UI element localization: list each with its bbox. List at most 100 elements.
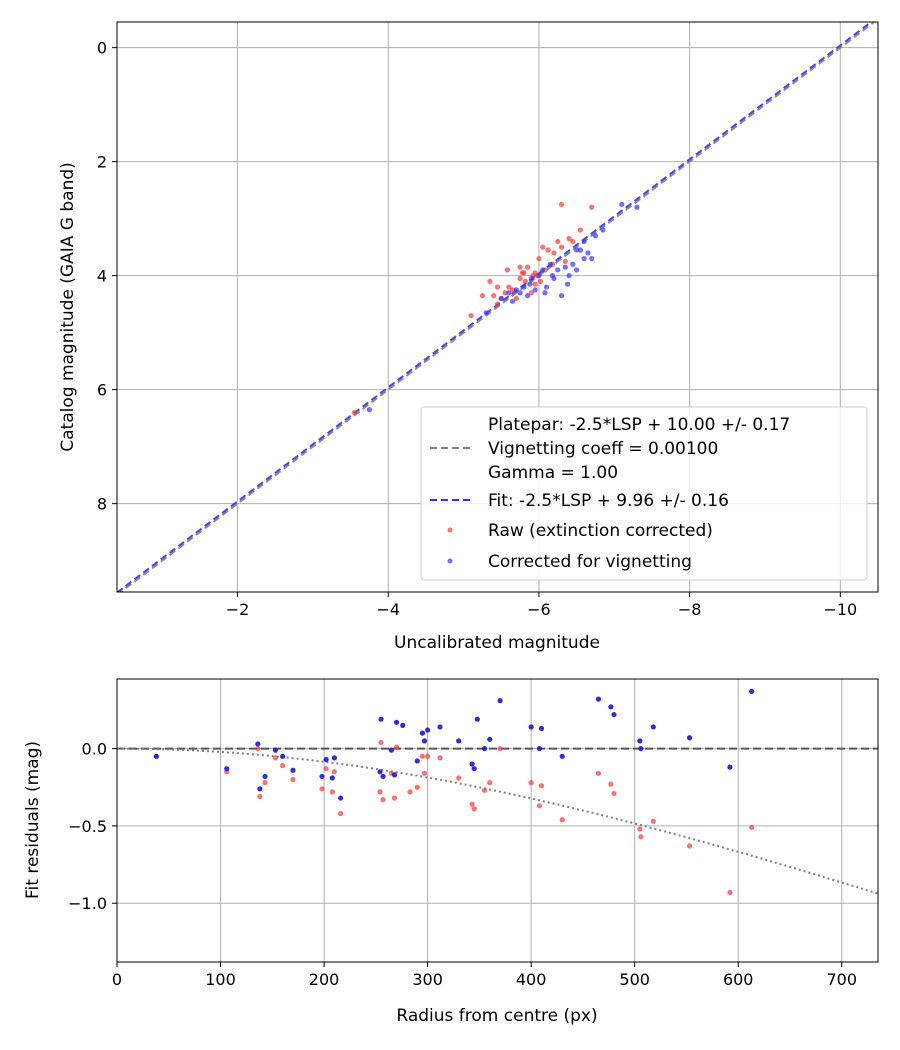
corrected-residual-point: [262, 773, 268, 780]
top-y-axis-label: Catalog magnitude (GAIA G band): [58, 162, 78, 452]
corrected-point: [532, 287, 538, 293]
corrected-residual-point: [419, 730, 426, 736]
raw-residual-point: [425, 753, 431, 759]
top-y-tick-label: 4: [97, 267, 107, 286]
raw-point: [562, 258, 568, 264]
corrected-point: [521, 284, 527, 290]
raw-point: [536, 255, 542, 262]
corrected-residual-point: [257, 786, 263, 792]
raw-point: [525, 264, 531, 270]
raw-residual-point: [456, 775, 462, 781]
raw-point: [528, 290, 535, 296]
corrected-point: [589, 255, 595, 262]
top-y-tick-label: 6: [97, 381, 107, 400]
raw-residual-point: [377, 789, 383, 795]
raw-point: [479, 293, 486, 299]
legend-vignetting-text: Vignetting coeff = 0.00100: [488, 439, 718, 459]
top-scatter-points: [351, 201, 640, 416]
corrected-point: [366, 407, 373, 413]
corrected-point: [600, 227, 606, 233]
raw-residual-point: [749, 824, 755, 831]
bottom-x-tick-label: 200: [309, 970, 340, 989]
raw-point: [566, 236, 572, 242]
legend-platepar-text: Platepar: -2.5*LSP + 10.00 +/- 0.17: [488, 415, 790, 435]
corrected-point: [527, 281, 533, 287]
corrected-point: [551, 275, 557, 282]
corrected-point: [528, 275, 535, 282]
raw-residual-point: [469, 801, 475, 807]
raw-point: [589, 204, 595, 210]
corrected-point: [517, 290, 523, 296]
corrected-residual-point: [377, 769, 383, 775]
corrected-point: [506, 290, 512, 296]
raw-point: [540, 244, 546, 250]
raw-point: [494, 284, 501, 290]
raw-point: [558, 201, 565, 207]
raw-point: [521, 270, 527, 276]
top-y-tick-label: 8: [97, 495, 107, 514]
corrected-residual-point: [638, 745, 644, 752]
raw-residual-point: [421, 770, 428, 776]
raw-point: [506, 284, 512, 290]
corrected-point: [543, 284, 550, 290]
top-x-tick-label: −8: [678, 600, 702, 619]
raw-point: [494, 301, 501, 307]
top-y-tick-label: 0: [97, 39, 107, 58]
raw-residual-point: [536, 803, 543, 809]
raw-residual-point: [319, 786, 325, 792]
corrected-residual-point: [380, 773, 386, 780]
corrected-point: [513, 287, 519, 293]
raw-residual-point: [611, 790, 617, 797]
raw-residual-point: [497, 745, 503, 752]
corrected-point: [581, 255, 587, 262]
corrected-residual-point: [323, 756, 329, 763]
corrected-residual-point: [456, 738, 462, 744]
raw-point: [509, 287, 516, 293]
legend-fit-text: Fit: -2.5*LSP + 9.96 +/- 0.16: [488, 491, 729, 511]
corrected-residual-point: [595, 696, 602, 702]
corrected-residual-point: [153, 753, 159, 759]
raw-residual-point: [331, 769, 338, 775]
corrected-point: [483, 310, 489, 316]
corrected-residual-point: [290, 767, 296, 773]
raw-residual-point: [471, 806, 477, 812]
bottom-x-tick-label: 0: [112, 970, 122, 989]
raw-residual-point: [407, 789, 413, 795]
raw-point: [532, 270, 538, 276]
bottom-y-tick-label: 0.0: [82, 740, 107, 759]
bottom-x-axis-label: Radius from centre (px): [396, 1006, 597, 1026]
corrected-point: [564, 281, 571, 287]
corrected-residual-point: [536, 745, 543, 752]
raw-residual-point: [481, 787, 488, 793]
corrected-residual-point: [331, 755, 338, 761]
legend: Platepar: -2.5*LSP + 10.00 +/- 0.17 Vign…: [420, 406, 868, 581]
raw-point: [502, 290, 508, 296]
raw-residual-point: [559, 817, 565, 823]
corrected-point: [562, 264, 568, 270]
raw-residual-point: [638, 834, 644, 840]
corrected-point: [634, 204, 640, 210]
raw-point: [517, 275, 523, 282]
bottom-x-tick-label: 600: [723, 970, 754, 989]
raw-residual-point: [538, 783, 545, 789]
raw-residual-point: [338, 810, 344, 817]
top-x-tick-label: −10: [823, 600, 857, 619]
top-y-tick-label: 2: [97, 153, 107, 172]
corrected-point: [566, 273, 572, 279]
corrected-residual-point: [255, 741, 261, 747]
raw-residual-point: [437, 755, 443, 761]
raw-residual-point: [637, 826, 643, 832]
corrected-residual-point: [469, 761, 475, 767]
raw-residual-point: [257, 793, 263, 800]
corrected-residual-point: [727, 764, 733, 770]
raw-residual-point: [608, 781, 614, 787]
top-x-axis-label: Uncalibrated magnitude: [394, 633, 600, 653]
corrected-residual-point: [329, 775, 335, 781]
raw-point: [517, 264, 523, 270]
raw-residual-point: [414, 784, 420, 790]
corrected-residual-point: [481, 745, 488, 752]
corrected-residual-point: [272, 747, 279, 753]
corrected-point: [619, 201, 625, 207]
top-tick-labels: −2 −4 −6 −8 −10 0 2 4 6 8: [97, 39, 857, 619]
